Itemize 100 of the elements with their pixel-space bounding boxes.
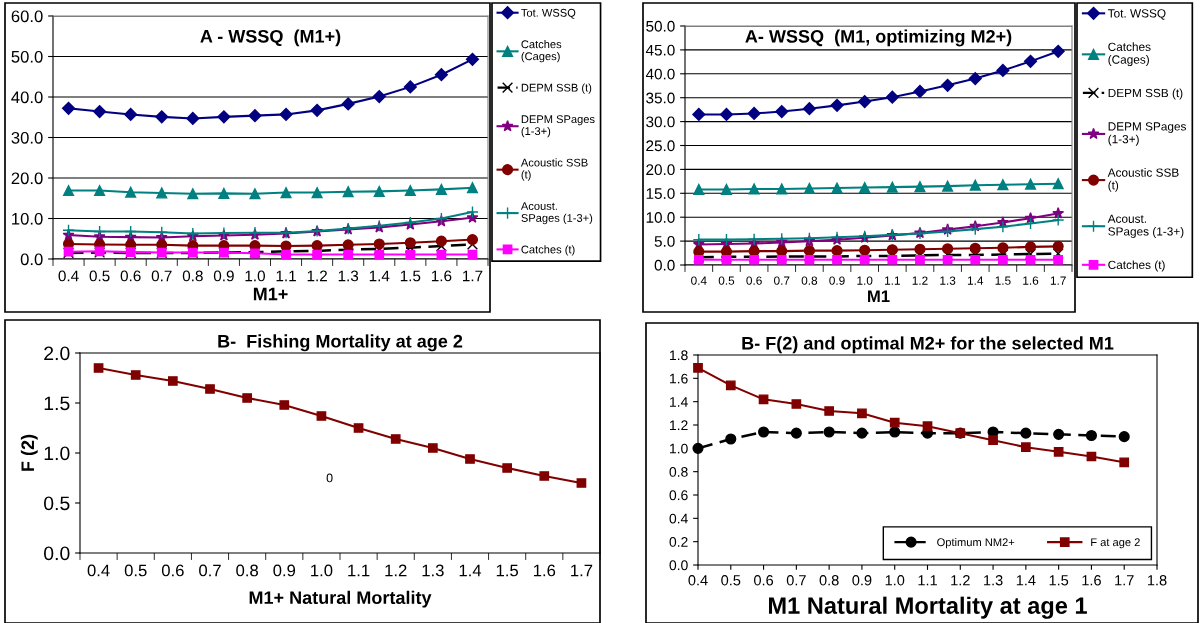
x-tick-label: 0.9 <box>829 276 845 285</box>
x-tick-label: 1.0 <box>857 276 873 285</box>
x-tick-label: 0.4 <box>58 270 79 282</box>
x-tick-label: 1.3 <box>422 564 444 577</box>
x-tick-label: 0.4 <box>87 564 110 577</box>
x-axis-title: M1 Natural Mortality at age 1 <box>769 596 1087 619</box>
x-tick-label: 0.4 <box>691 276 707 285</box>
y-tick-label: 50.0 <box>11 50 43 63</box>
y-tick-label: 10.0 <box>646 212 675 223</box>
y-tick-label: 1.8 <box>670 350 688 361</box>
y-tick-label: 1.0 <box>44 446 70 461</box>
x-tick-label: 0.8 <box>182 270 203 282</box>
legend-label: DEPM SSB (t) <box>1108 88 1183 100</box>
y-tick-label: 25.0 <box>646 140 675 152</box>
x-tick-label: 1.6 <box>431 270 452 282</box>
y-tick-label: 1.5 <box>44 396 70 411</box>
annotation: 0 <box>326 473 333 483</box>
x-tick-label: 1.2 <box>912 276 928 285</box>
y-tick-label: 0.8 <box>669 467 688 477</box>
x-tick-label: 0.8 <box>819 575 839 586</box>
x-tick-label: 1.2 <box>385 564 407 577</box>
y-tick-label: 1.4 <box>670 397 688 407</box>
y-tick-label: 0.4 <box>669 513 688 524</box>
y-tick-label: 1.0 <box>670 443 688 454</box>
y-tick-label: 2.0 <box>44 346 70 361</box>
legend-label: Catches (Cages) <box>521 40 562 63</box>
x-tick-label: 1.4 <box>967 276 984 285</box>
x-tick-label: 0.6 <box>161 564 184 577</box>
x-tick-label: 1.1 <box>885 276 900 285</box>
x-tick-label: 0.5 <box>89 270 110 282</box>
x-tick-label: 0.7 <box>199 564 221 577</box>
y-tick-label: 5.0 <box>654 235 675 247</box>
y-tick-label: 20.0 <box>11 172 43 185</box>
x-tick-label: 1.1 <box>918 575 937 586</box>
x-tick-label: 0.9 <box>213 270 234 282</box>
legend-label: Tot. WSSQ <box>521 8 576 19</box>
x-tick-label: 0.8 <box>801 276 818 285</box>
x-tick-label: 1.1 <box>348 564 370 577</box>
x-tick-label: 1.0 <box>245 270 265 282</box>
x-tick-label: 0.7 <box>774 276 790 285</box>
x-axis-title: M1+ Natural Mortality <box>249 590 432 608</box>
y-tick-label: 20.0 <box>646 164 675 176</box>
x-tick-label: 1.3 <box>984 575 1003 586</box>
x-tick-label: 0.5 <box>718 276 735 285</box>
y-tick-label: 1.2 <box>670 420 688 431</box>
legend-label: Acoust. SPages (1-3+) <box>520 202 593 225</box>
y-tick-label: 0.0 <box>654 259 675 271</box>
x-tick-label: 0.9 <box>852 575 872 586</box>
x-tick-label: 1.3 <box>338 270 359 282</box>
chart-title: B- Fishing Mortality at age 2 <box>218 334 463 352</box>
legend-label: F at age 2 <box>1091 538 1140 549</box>
x-tick-label: 1.4 <box>1016 575 1036 586</box>
y-tick-label: 0.5 <box>44 496 70 511</box>
x-tick-label: 1.3 <box>940 276 956 285</box>
x-axis-title: M1+ <box>253 287 288 301</box>
x-axis-title: M1 <box>868 290 890 302</box>
x-tick-label: 1.7 <box>571 564 593 577</box>
x-tick-label: 1.6 <box>1082 575 1101 586</box>
x-tick-label: 0.7 <box>786 575 806 586</box>
x-tick-label: 1.5 <box>995 276 1011 285</box>
chart-title: A- WSSQ (M1, optimizing M2+) <box>745 29 1012 47</box>
text: A - WSSQ (M1+) <box>200 29 341 47</box>
x-tick-label: 1.5 <box>1049 575 1069 586</box>
chart-title: B- F(2) and optimal M2+ for the selected M1 <box>742 336 1114 354</box>
x-tick-label: 0.5 <box>721 575 741 586</box>
legend-label: Optimum NM2+ <box>937 537 1015 549</box>
x-tick-label: 0.4 <box>688 575 708 586</box>
y-tick-label: 1.6 <box>670 373 688 384</box>
x-tick-label: 1.6 <box>1023 276 1039 285</box>
legend-label: DEPM SPages (1-3+) <box>1108 122 1186 146</box>
y-tick-label: 30.0 <box>646 116 675 128</box>
y-tick-label: 40.0 <box>11 91 43 104</box>
x-tick-label: 1.1 <box>276 270 296 282</box>
y-tick-label: 0.0 <box>44 546 70 561</box>
x-tick-label: 1.0 <box>885 575 905 586</box>
y-tick-label: 0.0 <box>20 253 43 266</box>
x-tick-label: 0.9 <box>273 564 296 577</box>
y-tick-label: 0.2 <box>669 537 688 547</box>
y-tick-label: 10.0 <box>12 212 43 225</box>
legend-label: Acoust. SPages (1-3+) <box>1107 214 1184 238</box>
x-tick-label: 1.7 <box>1115 575 1134 586</box>
x-tick-label: 1.6 <box>533 564 556 577</box>
x-tick-label: 0.8 <box>236 564 258 577</box>
x-tick-label: 1.4 <box>459 564 482 577</box>
y-tick-label: 40.0 <box>645 68 675 80</box>
y-tick-label: 30.0 <box>11 131 43 144</box>
x-tick-label: 1.7 <box>1050 276 1066 285</box>
y-tick-label: 50.0 <box>646 20 675 32</box>
y-tick-label: 0.0 <box>669 560 688 571</box>
y-tick-label: 35.0 <box>646 92 675 104</box>
legend-label: Catches (t) <box>521 245 575 256</box>
x-tick-label: 0.5 <box>124 564 147 577</box>
x-tick-label: 1.5 <box>496 564 519 577</box>
x-tick-label: 0.6 <box>120 270 141 282</box>
y-axis-title: F (2) <box>20 434 38 471</box>
x-tick-label: 1.2 <box>307 270 327 282</box>
y-tick-label: 60.0 <box>11 10 43 23</box>
y-tick-label: 15.0 <box>646 188 675 199</box>
legend-label: Acoustic SSB (t) <box>520 158 588 181</box>
legend-label: Acoustic SSB (t) <box>1107 168 1179 192</box>
